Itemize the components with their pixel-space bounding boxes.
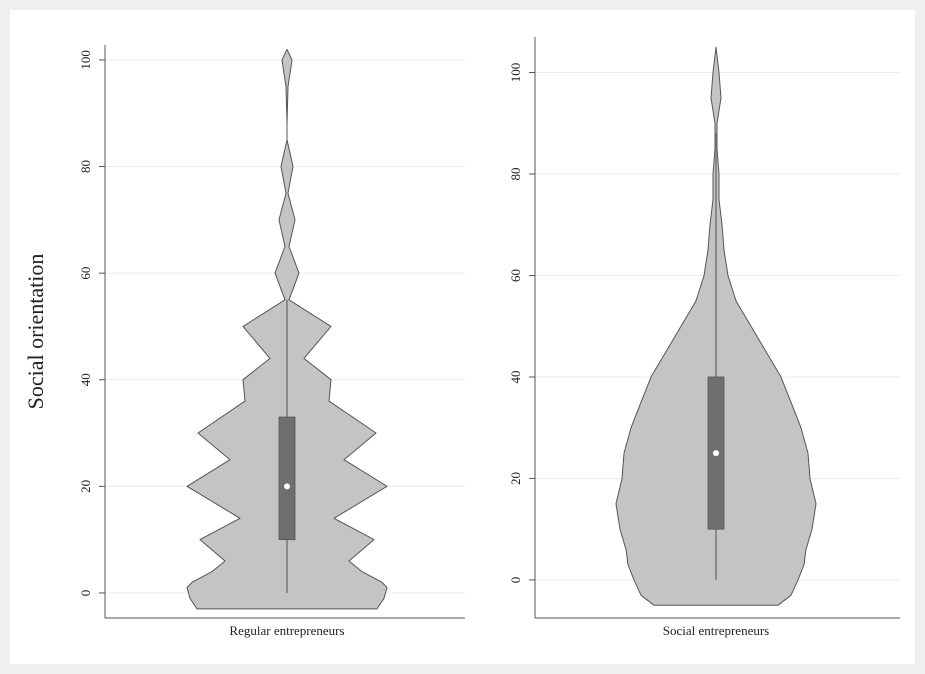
y-tick-label: 60 — [78, 267, 93, 280]
y-tick-label: 0 — [508, 577, 523, 584]
y-tick-label: 20 — [78, 480, 93, 493]
x-category-label: Regular entrepreneurs — [229, 623, 344, 638]
x-category-label: Social entrepreneurs — [663, 623, 769, 638]
y-tick-label: 20 — [508, 472, 523, 485]
y-axis-label: Social orientation — [23, 254, 48, 410]
y-tick-label: 100 — [508, 63, 523, 83]
y-tick-label: 60 — [508, 269, 523, 282]
y-tick-label: 40 — [78, 373, 93, 386]
y-tick-label: 100 — [78, 50, 93, 70]
y-tick-label: 40 — [508, 370, 523, 383]
median — [713, 450, 719, 457]
box — [278, 416, 296, 541]
y-tick-label: 0 — [78, 590, 93, 597]
y-tick-label: 80 — [508, 168, 523, 181]
y-tick-label: 80 — [78, 160, 93, 173]
median — [284, 483, 290, 490]
